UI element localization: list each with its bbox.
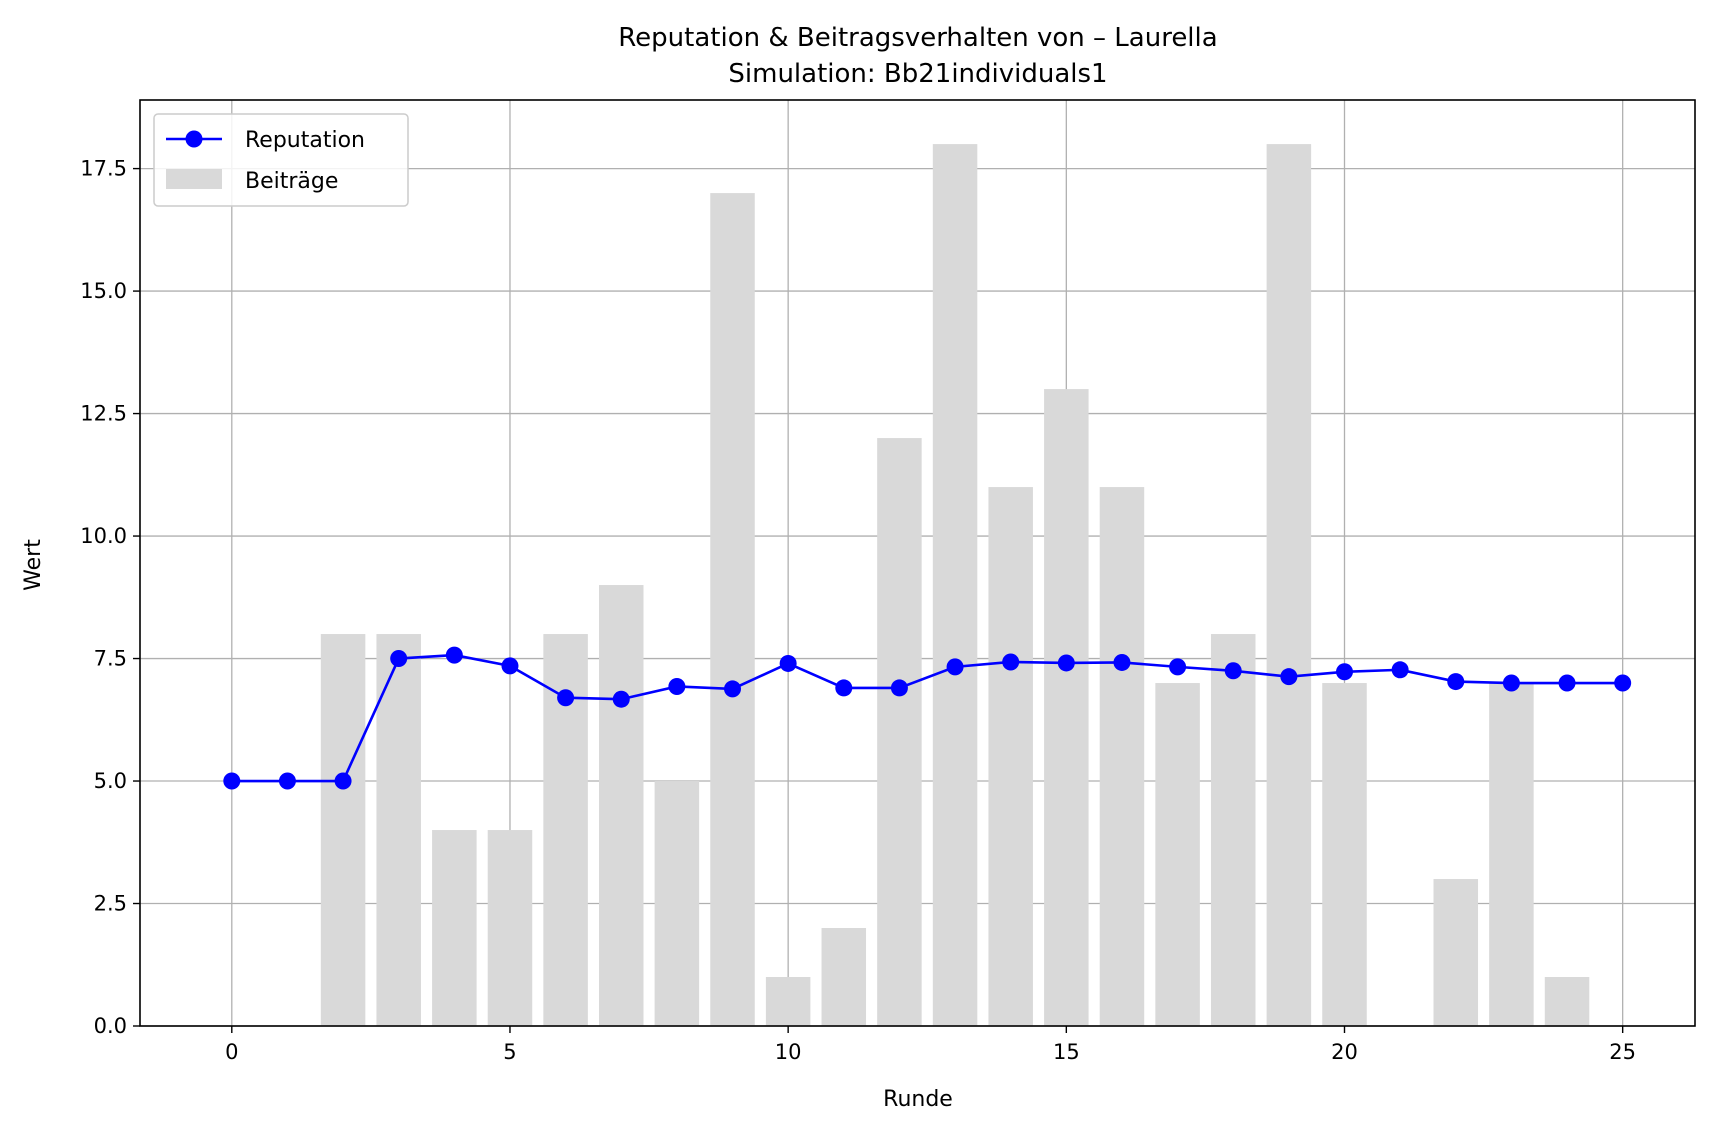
reputation-point — [835, 679, 853, 697]
x-tick-label: 15 — [1053, 1040, 1080, 1064]
contribution-bar — [1266, 144, 1312, 1027]
contribution-bar — [1322, 683, 1367, 1026]
chart-title: Reputation & Beitragsverhalten von – Lau… — [618, 23, 1217, 53]
y-tick-label: 2.5 — [94, 892, 127, 916]
x-tick-label: 0 — [225, 1040, 238, 1064]
y-tick-label: 10.0 — [80, 524, 127, 548]
reputation-point — [1169, 658, 1187, 676]
x-tick-label: 10 — [775, 1040, 802, 1064]
contribution-bar — [1489, 683, 1534, 1026]
grid-layer — [140, 100, 1695, 1027]
reputation-point — [557, 689, 575, 707]
legend-contribution-swatch — [166, 169, 222, 189]
reputation-point — [1002, 653, 1020, 671]
reputation-point — [334, 772, 352, 790]
y-tick-label: 7.5 — [94, 647, 127, 671]
contribution-bar — [877, 438, 922, 1027]
reputation-point — [445, 646, 463, 664]
reputation-point — [724, 680, 742, 698]
y-tick-label: 12.5 — [80, 402, 127, 426]
contribution-bar — [932, 144, 978, 1027]
contribution-bar — [1044, 389, 1089, 1026]
reputation-point — [1057, 654, 1075, 672]
reputation-point — [890, 679, 908, 697]
reputation-point — [1280, 668, 1298, 686]
y-tick-label: 5.0 — [94, 769, 127, 793]
legend-contribution-label: Beiträge — [245, 169, 338, 194]
x-axis-label: Runde — [883, 1087, 953, 1112]
reputation-line — [231, 653, 1623, 783]
y-tick-label: 17.5 — [80, 157, 127, 181]
x-tick-label: 5 — [503, 1040, 516, 1064]
reputation-point — [668, 677, 686, 695]
chart-subtitle: Simulation: Bb21individuals1 — [728, 59, 1107, 89]
contribution-bar — [710, 193, 755, 1026]
x-tick-label: 25 — [1609, 1040, 1636, 1064]
contribution-bar — [487, 830, 533, 1026]
line-layer — [223, 646, 1632, 790]
reputation-point — [612, 690, 630, 708]
reputation-point — [501, 657, 519, 675]
reputation-point — [1391, 661, 1409, 679]
reputation-point — [223, 772, 241, 790]
contribution-bar — [988, 487, 1033, 1026]
reputation-point — [1447, 673, 1465, 691]
contribution-bar — [432, 830, 477, 1026]
reputation-point — [278, 772, 296, 790]
legend-reputation-label: Reputation — [245, 128, 365, 153]
contribution-bar — [821, 928, 867, 1026]
x-tick-label: 20 — [1331, 1040, 1358, 1064]
contribution-bar — [320, 634, 366, 1026]
contribution-bar — [765, 977, 811, 1026]
contribution-bar — [1433, 879, 1479, 1026]
contribution-bar — [1099, 487, 1145, 1026]
reputation-point — [1558, 674, 1576, 692]
contribution-bar — [1544, 977, 1590, 1026]
reputation-point — [1614, 674, 1632, 692]
legend-reputation-marker — [185, 130, 203, 148]
reputation-point — [1113, 653, 1131, 671]
contribution-bar — [376, 634, 421, 1026]
reputation-point — [946, 658, 964, 676]
plot-frame — [139, 99, 1696, 1027]
contribution-bar — [1210, 634, 1256, 1026]
legend: Reputation Beiträge — [153, 113, 409, 207]
reputation-point — [1224, 662, 1242, 680]
bars-layer — [320, 144, 1590, 1027]
reputation-point — [1502, 674, 1520, 692]
reputation-point — [779, 654, 797, 672]
y-tick-label: 0.0 — [94, 1014, 127, 1038]
y-axis-label: Wert — [21, 539, 46, 591]
contribution-bar — [598, 585, 644, 1026]
y-tick-label: 15.0 — [80, 279, 127, 303]
contribution-bar — [1155, 683, 1200, 1026]
axes-layer: 0 5 10 15 20 25 0.0 2.5 5.0 7.5 10.0 12.5 15.0 17.5 — [80, 99, 1696, 1064]
reputation-point — [1335, 663, 1353, 681]
contribution-bar — [654, 781, 700, 1026]
reputation-point — [390, 650, 408, 668]
